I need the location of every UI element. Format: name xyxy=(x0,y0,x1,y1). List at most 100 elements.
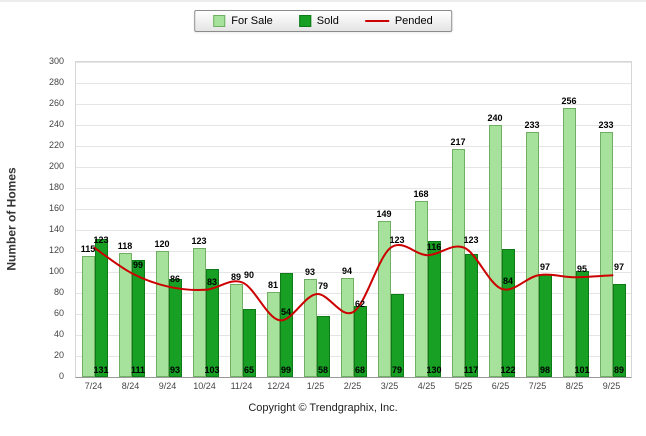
sold-bar xyxy=(94,239,108,377)
pended-value-label: 123 xyxy=(93,234,109,245)
sold-value-label: 58 xyxy=(317,365,329,375)
x-axis: 7/24 8/24 9/24 10/24 11/24 12/24 1/25 2/25 3/25 4… xyxy=(75,381,630,395)
y-tick-label: 280 xyxy=(48,77,64,87)
gridline xyxy=(76,167,631,168)
sold-value-label: 130 xyxy=(426,365,442,375)
for-sale-value-label: 89 xyxy=(230,271,242,282)
pended-value-label: 84 xyxy=(502,275,514,286)
y-tick-label: 60 xyxy=(53,308,64,318)
for-sale-value-label: 233 xyxy=(598,120,614,131)
y-tick-label: 80 xyxy=(53,287,64,297)
pended-value-label: 86 xyxy=(169,273,181,284)
pended-value-label: 99 xyxy=(132,260,144,271)
gridline xyxy=(76,209,631,210)
sold-value-label: 101 xyxy=(574,365,590,375)
legend-label-pended: Pended xyxy=(394,15,433,27)
sold-bar xyxy=(131,260,145,377)
for-sale-bar xyxy=(81,256,95,377)
for-sale-bar xyxy=(488,125,502,377)
pended-line-swatch-icon xyxy=(364,20,389,22)
sold-value-label: 89 xyxy=(613,365,625,375)
sold-bar xyxy=(168,279,182,377)
sold-value-label: 103 xyxy=(204,365,220,375)
sold-value-label: 98 xyxy=(539,365,551,375)
for-sale-value-label: 149 xyxy=(376,208,392,219)
y-tick-label: 20 xyxy=(53,350,64,360)
for-sale-bar xyxy=(229,283,243,377)
gridline xyxy=(76,83,631,84)
y-tick-label: 40 xyxy=(53,329,64,339)
for-sale-value-label: 118 xyxy=(117,241,133,252)
x-tick-label: 10/24 xyxy=(193,381,216,391)
x-tick-label: 8/24 xyxy=(121,381,140,391)
x-tick-label: 8/25 xyxy=(565,381,584,391)
pended-value-label: 123 xyxy=(463,234,479,245)
sold-bar xyxy=(279,273,293,377)
pended-value-label: 97 xyxy=(539,262,551,273)
gridline xyxy=(76,104,631,105)
x-tick-label: 9/25 xyxy=(602,381,621,391)
for-sale-bar xyxy=(525,132,539,377)
sold-bar xyxy=(575,270,589,377)
x-tick-label: 3/25 xyxy=(380,381,399,391)
for-sale-bar xyxy=(155,251,169,377)
for-sale-bar xyxy=(266,291,280,377)
legend-item-for-sale: For Sale xyxy=(213,15,273,27)
legend-label-for-sale: For Sale xyxy=(231,15,273,27)
legend-label-sold: Sold xyxy=(316,15,339,27)
y-tick-label: 0 xyxy=(58,371,64,381)
plot-area: 115 131 123 118 111 99 120 93 86 123 103 83 89 65 90 81… xyxy=(75,61,632,378)
y-tick-label: 200 xyxy=(48,161,64,171)
pended-value-label: 79 xyxy=(317,281,329,292)
sold-value-label: 122 xyxy=(500,365,516,375)
chart-legend: For Sale Sold Pended xyxy=(194,10,452,32)
for-sale-bar xyxy=(599,132,613,377)
pended-value-label: 116 xyxy=(426,242,442,253)
y-tick-label: 300 xyxy=(48,56,64,66)
x-tick-label: 2/25 xyxy=(343,381,362,391)
sold-bar xyxy=(427,240,441,377)
x-tick-label: 6/25 xyxy=(491,381,510,391)
sold-value-label: 68 xyxy=(354,365,366,375)
y-tick-label: 260 xyxy=(48,98,64,108)
for-sale-bar xyxy=(118,253,132,377)
sold-swatch-icon xyxy=(298,15,311,27)
pended-value-label: 54 xyxy=(280,307,292,318)
y-tick-label: 180 xyxy=(48,182,64,192)
for-sale-bar xyxy=(562,108,576,377)
sold-bar xyxy=(464,254,478,377)
sold-bar xyxy=(538,274,552,377)
for-sale-bar xyxy=(340,278,354,377)
sold-value-label: 131 xyxy=(93,365,109,375)
y-tick-label: 220 xyxy=(48,140,64,150)
copyright-text: Copyright © Trendgraphix, Inc. xyxy=(248,402,398,414)
sold-bar xyxy=(612,283,626,377)
for-sale-value-label: 115 xyxy=(80,244,96,255)
pended-value-label: 83 xyxy=(206,276,218,287)
sold-bar xyxy=(501,248,515,377)
gridline xyxy=(76,146,631,147)
y-tick-label: 140 xyxy=(48,224,64,234)
for-sale-value-label: 120 xyxy=(154,239,170,249)
for-sale-value-label: 168 xyxy=(413,188,429,199)
x-tick-label: 7/24 xyxy=(84,381,103,391)
gridline xyxy=(76,62,631,63)
for-sale-value-label: 81 xyxy=(267,279,279,290)
sold-value-label: 117 xyxy=(463,365,479,375)
for-sale-value-label: 233 xyxy=(524,120,540,131)
gridline xyxy=(76,188,631,189)
for-sale-swatch-icon xyxy=(213,15,226,27)
y-tick-label: 120 xyxy=(48,245,64,255)
pended-value-label: 90 xyxy=(243,269,255,280)
pended-value-label: 97 xyxy=(613,262,625,273)
x-tick-label: 5/25 xyxy=(454,381,473,391)
sold-value-label: 99 xyxy=(280,365,292,375)
x-tick-label: 7/25 xyxy=(528,381,547,391)
for-sale-bar xyxy=(303,279,317,377)
x-tick-label: 9/24 xyxy=(158,381,177,391)
y-axis: 0 20 40 60 80 100 120 140 160 180 200 220 240 260 280 3… xyxy=(0,56,70,381)
pended-value-label: 123 xyxy=(389,234,405,245)
x-tick-label: 1/25 xyxy=(306,381,325,391)
sold-value-label: 79 xyxy=(391,365,403,375)
x-tick-label: 12/24 xyxy=(267,381,290,391)
